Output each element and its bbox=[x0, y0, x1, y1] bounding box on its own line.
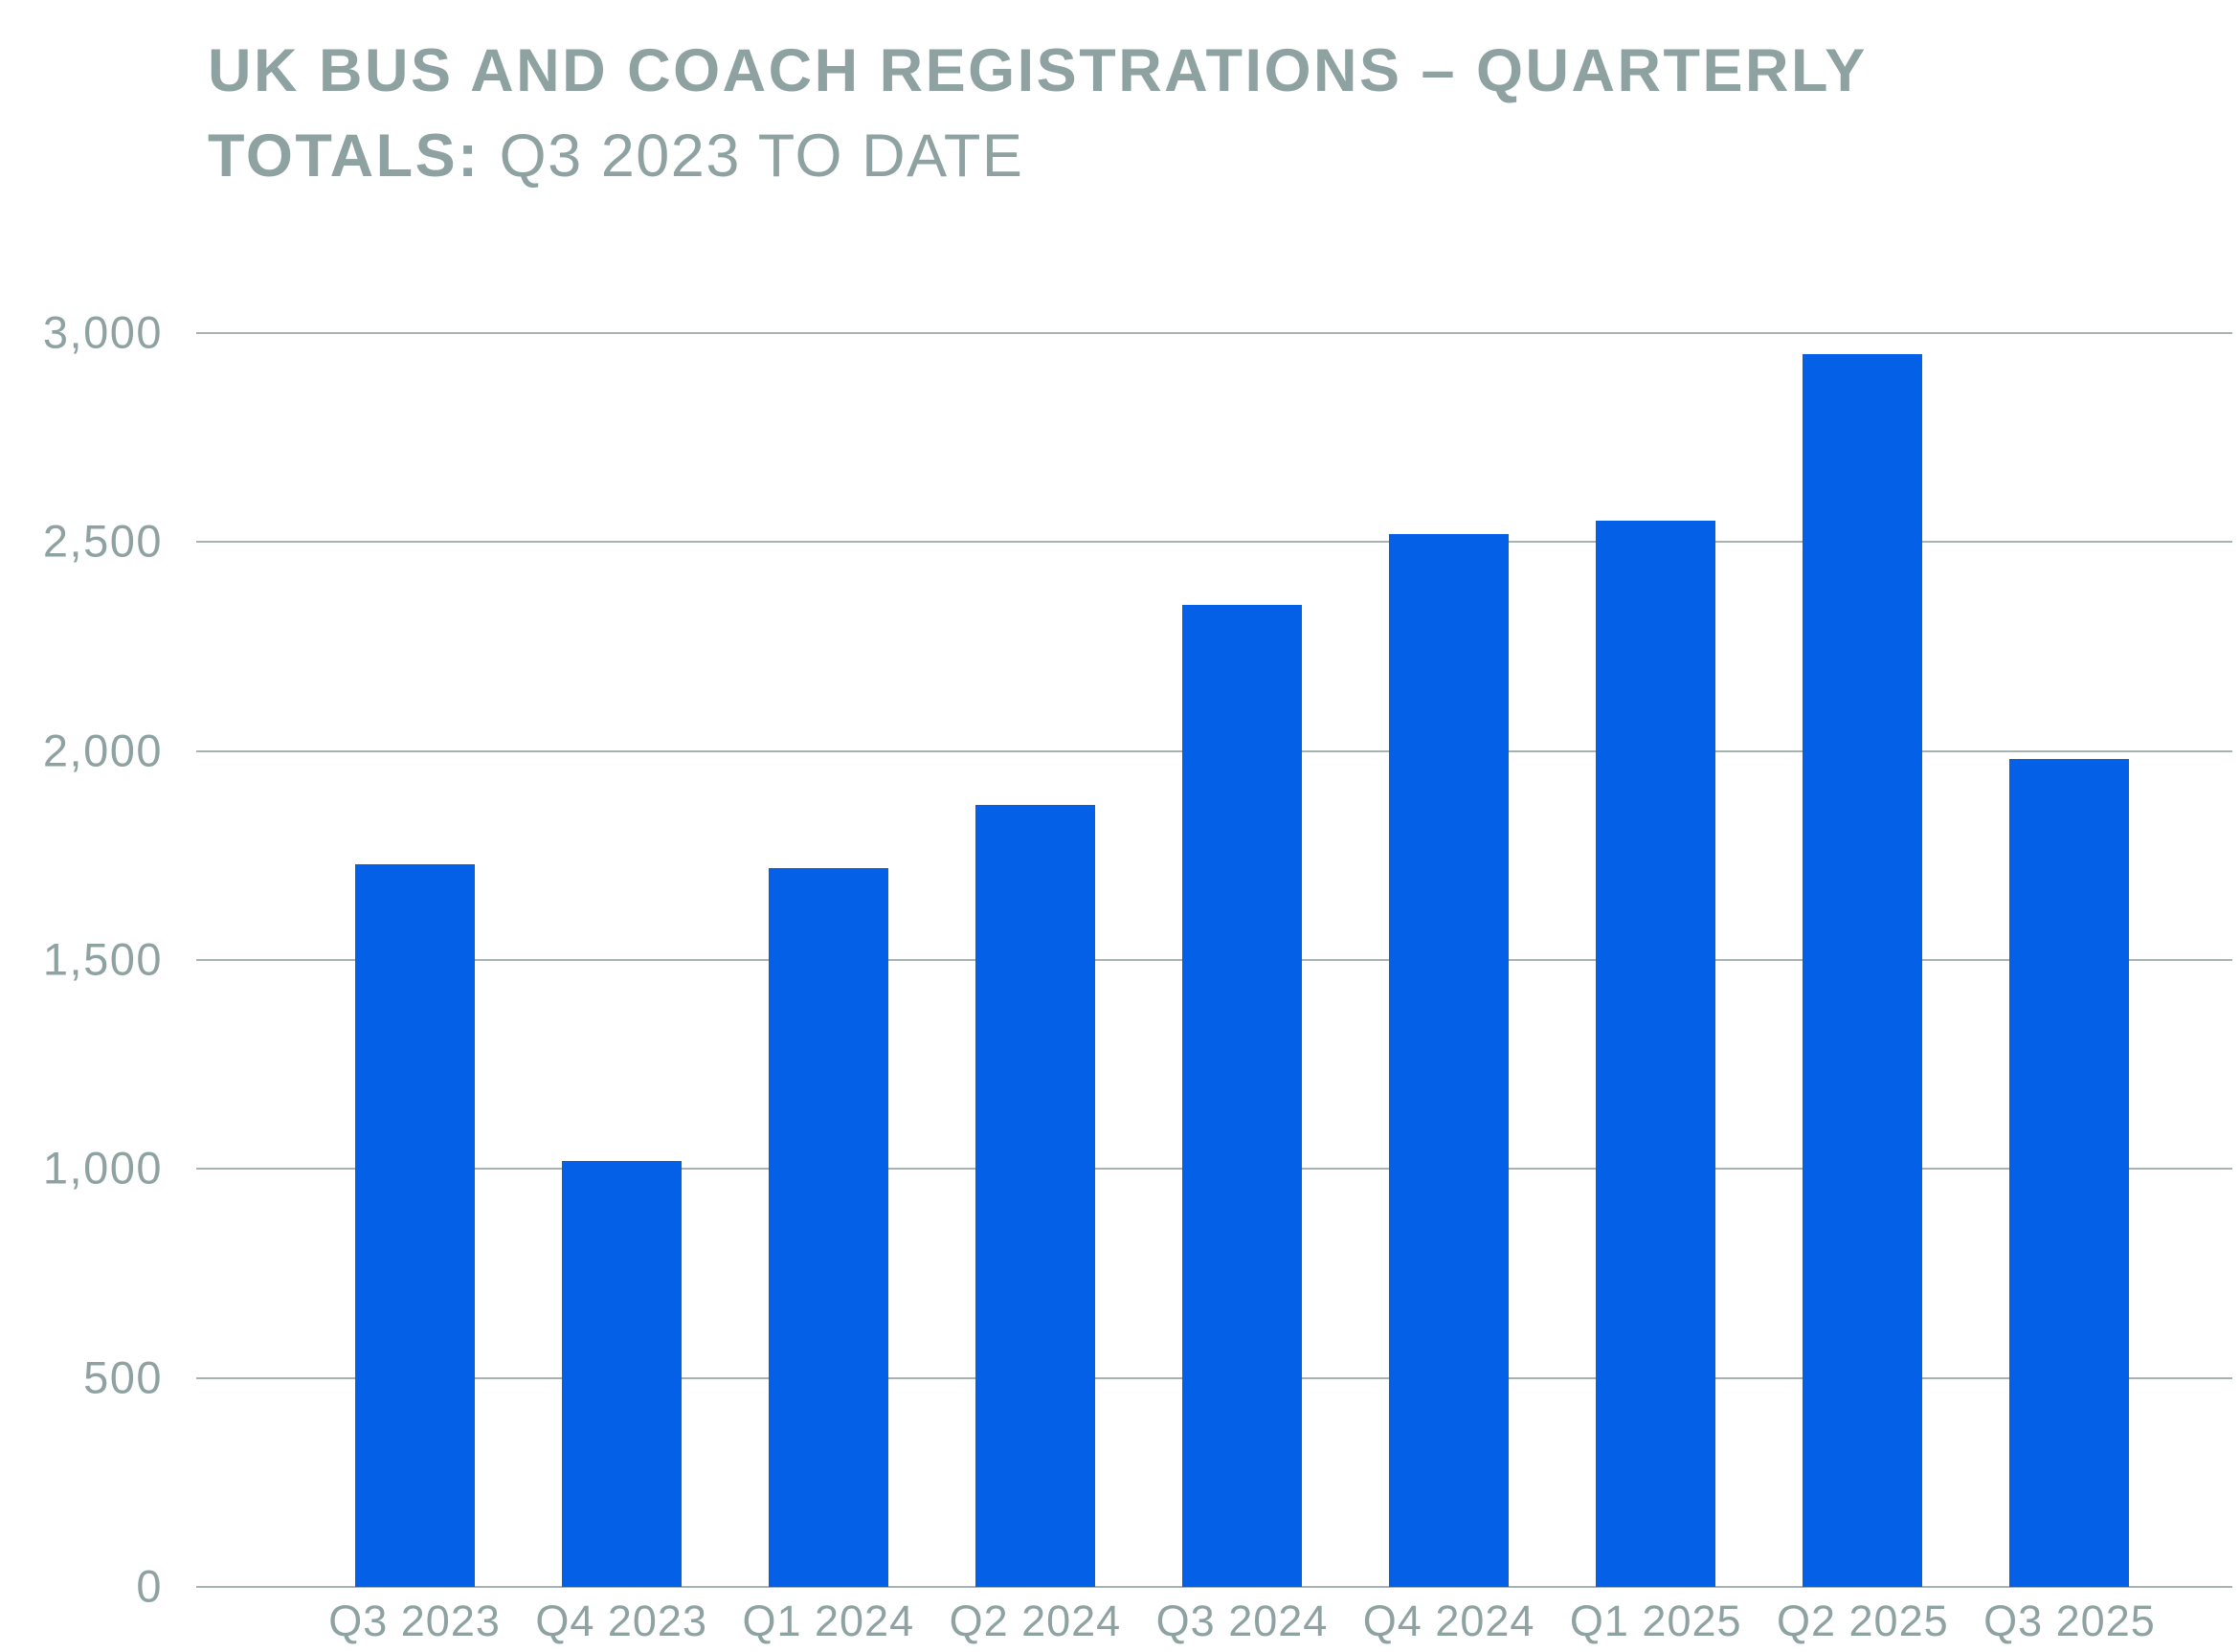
bar-q4-2024 bbox=[1389, 534, 1510, 1587]
y-tick-label-3000: 3,000 bbox=[42, 306, 163, 358]
gridline-2500 bbox=[196, 541, 2232, 544]
bar-column-q1-2025 bbox=[1553, 333, 1759, 1587]
x-tick-label-q2-2025: Q2 2025 bbox=[1777, 1596, 1949, 1645]
chart-title-line2-bold: TOTALS: bbox=[208, 123, 481, 190]
plot-area bbox=[196, 332, 2232, 1588]
bar-q3-2023 bbox=[354, 864, 475, 1587]
bar-q1-2025 bbox=[1596, 521, 1716, 1587]
bar-column-q3-2025 bbox=[1966, 333, 2173, 1587]
bar-column-q1-2024 bbox=[725, 333, 931, 1587]
x-tick-label-q3-2025: Q3 2025 bbox=[1983, 1596, 2156, 1645]
bar-column-q3-2023 bbox=[311, 333, 518, 1587]
chart-title-subtitle: Q3 2023 TO DATE bbox=[499, 123, 1024, 190]
gridline-3000 bbox=[196, 332, 2232, 334]
chart-title: UK BUS AND COACH REGISTRATIONS – QUARTER… bbox=[208, 29, 2199, 199]
y-tick-label-2000: 2,000 bbox=[42, 725, 163, 776]
x-tick-label-q3-2023: Q3 2023 bbox=[328, 1596, 501, 1645]
bar-column-q4-2024 bbox=[1346, 333, 1553, 1587]
bars bbox=[311, 333, 2173, 1587]
y-axis-labels: 0 500 1,000 1,500 2,000 2,500 3,000 bbox=[0, 0, 163, 1652]
bar-column-q2-2025 bbox=[1759, 333, 1966, 1587]
chart-title-line1: UK BUS AND COACH REGISTRATIONS – QUARTER… bbox=[208, 37, 1868, 104]
chart-title-line2: TOTALS: Q3 2023 TO DATE bbox=[208, 114, 2199, 199]
bar-q2-2025 bbox=[1803, 354, 1923, 1587]
gridline-0 bbox=[196, 1586, 2232, 1588]
y-tick-label-2500: 2,500 bbox=[42, 515, 163, 567]
x-tick-label-q4-2023: Q4 2023 bbox=[535, 1596, 707, 1645]
x-tick-label-q3-2024: Q3 2024 bbox=[1155, 1596, 1329, 1645]
y-tick-label-0: 0 bbox=[136, 1560, 163, 1612]
bar-column-q2-2024 bbox=[931, 333, 1138, 1587]
y-tick-label-1500: 1,500 bbox=[42, 933, 163, 985]
x-tick-label-q1-2025: Q1 2025 bbox=[1569, 1596, 1742, 1645]
bar-column-q3-2024 bbox=[1138, 333, 1345, 1587]
bar-q3-2025 bbox=[2009, 759, 2130, 1587]
bar-q1-2024 bbox=[768, 868, 888, 1587]
bar-q2-2024 bbox=[974, 805, 1095, 1587]
x-tick-label-q1-2024: Q1 2024 bbox=[742, 1596, 915, 1645]
x-tick-label-q4-2024: Q4 2024 bbox=[1362, 1596, 1535, 1645]
bar-q4-2023 bbox=[561, 1161, 682, 1587]
bar-q3-2024 bbox=[1181, 605, 1302, 1587]
bar-column-q4-2023 bbox=[518, 333, 725, 1587]
x-tick-label-q2-2024: Q2 2024 bbox=[949, 1596, 1122, 1645]
x-axis-labels: Q3 2023 Q4 2023 Q1 2024 Q2 2024 Q3 2024 Q4 20… bbox=[311, 1596, 2173, 1646]
y-tick-label-1000: 1,000 bbox=[42, 1142, 163, 1194]
y-tick-label-500: 500 bbox=[83, 1351, 163, 1403]
